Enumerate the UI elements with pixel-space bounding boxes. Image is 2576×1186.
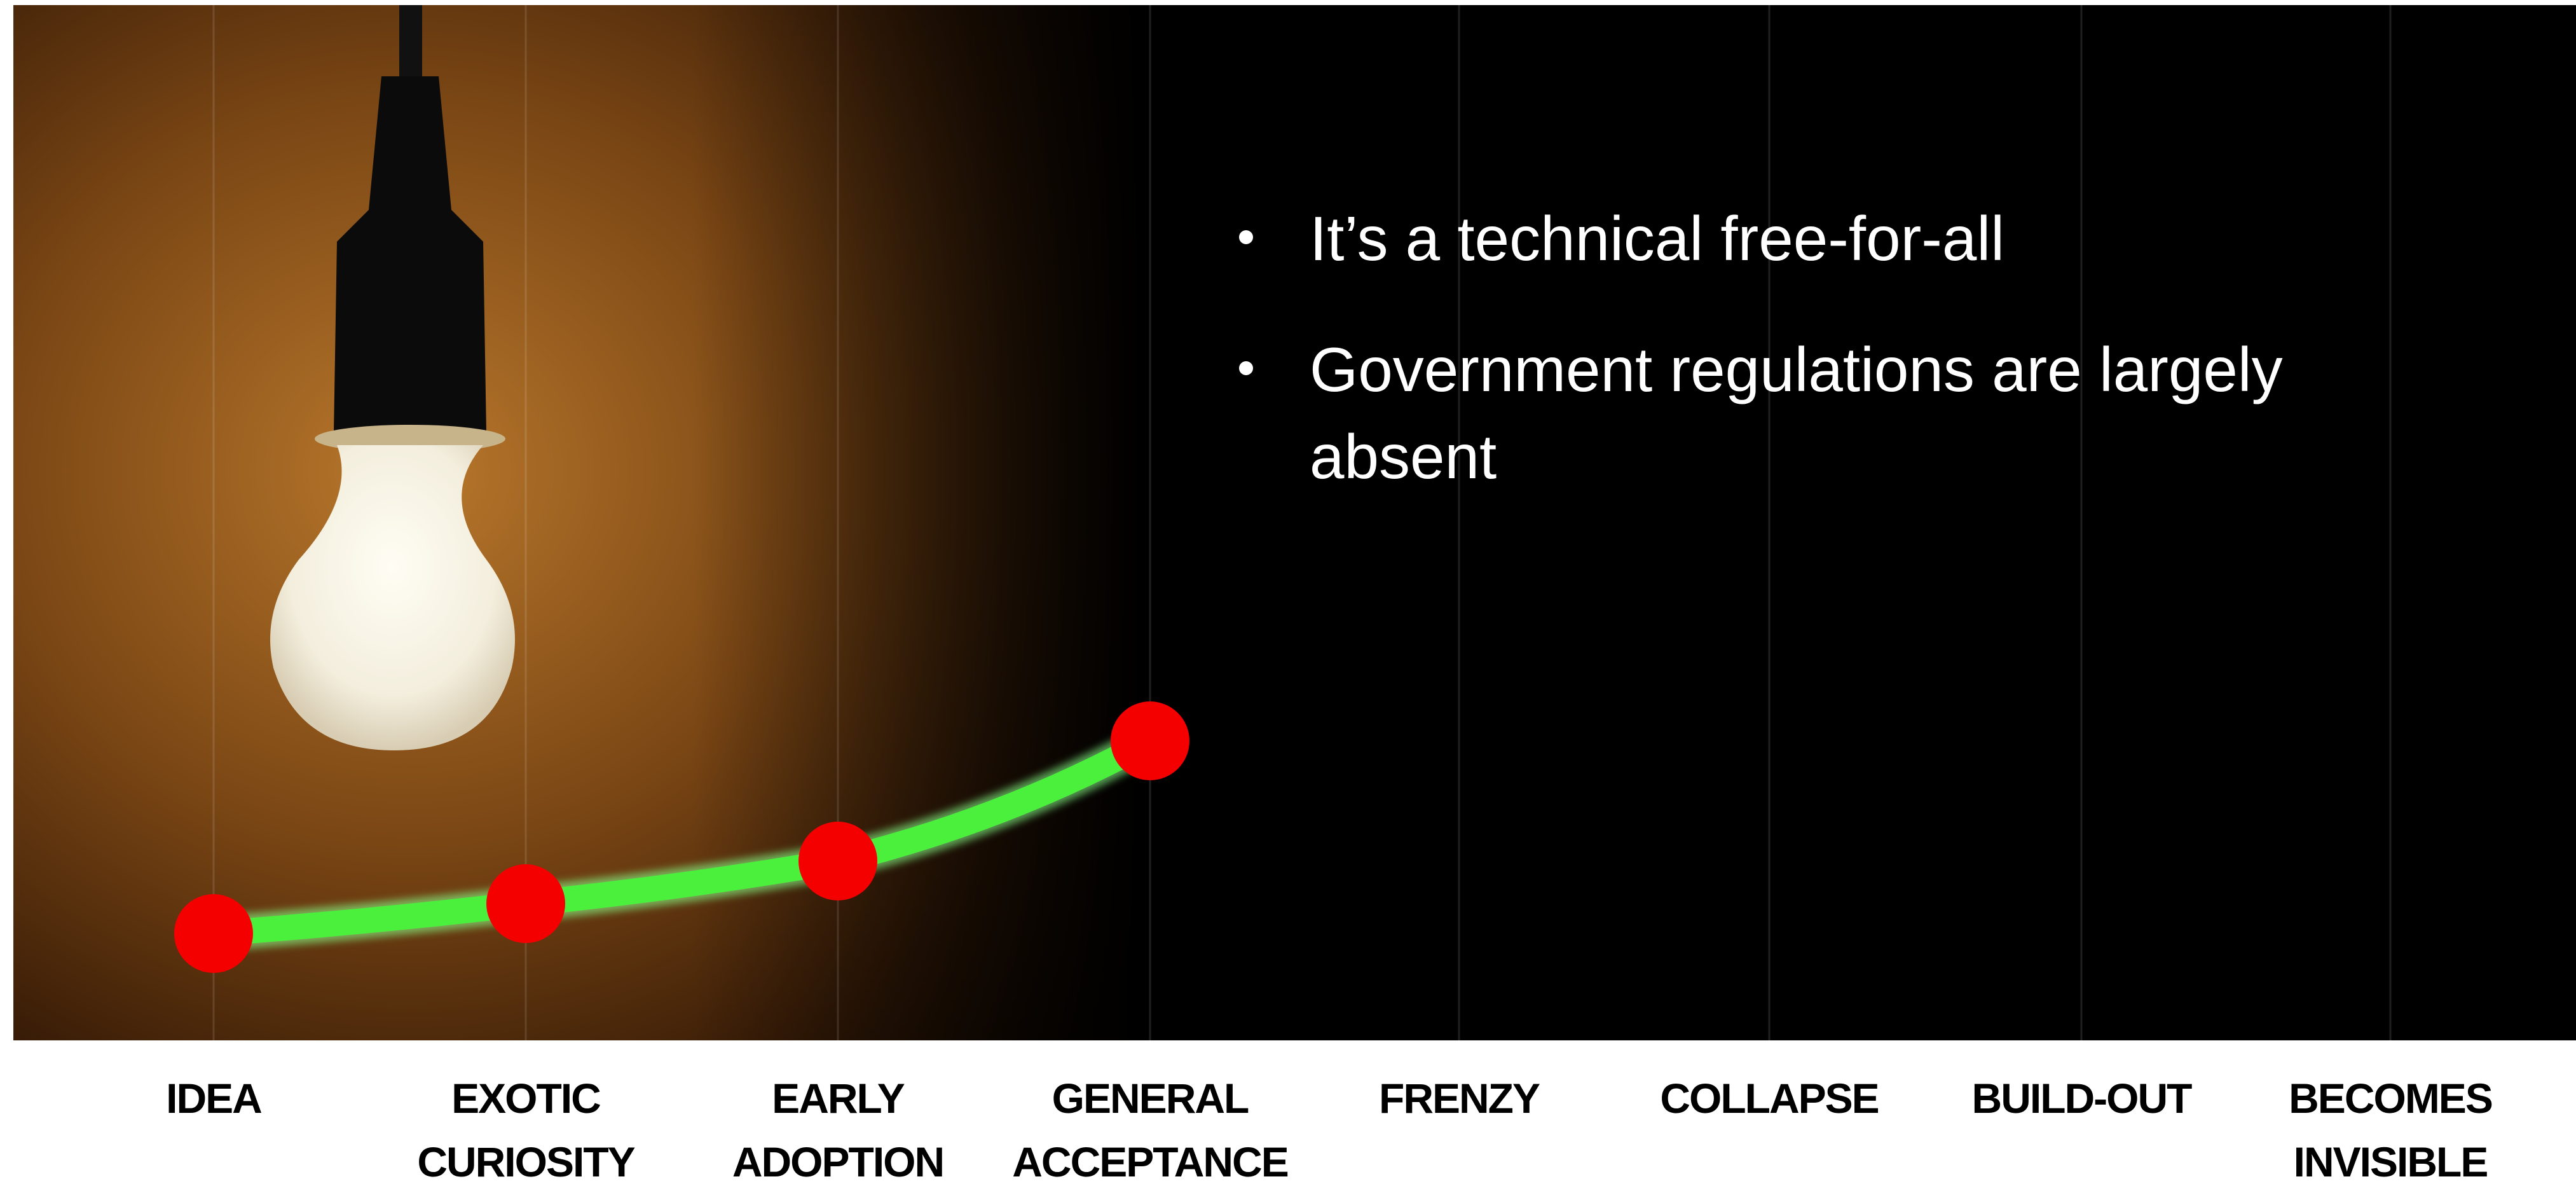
stage-label: GENERAL [1052, 1075, 1249, 1122]
stage-dot [1111, 701, 1189, 780]
stage-label: COLLAPSE [1660, 1075, 1878, 1122]
stage-label: EARLY [772, 1075, 905, 1122]
stage-dot [798, 822, 877, 900]
stage-label: EXOTIC [451, 1075, 600, 1122]
photo-fade [13, 5, 1145, 1040]
curve-line [201, 728, 1163, 946]
stage-dot [486, 864, 565, 943]
bullet-text: absent [1310, 422, 1497, 492]
stage-lines [212, 5, 2392, 1040]
bullet-dot [1239, 361, 1253, 375]
stage-label: INVISIBLE [2294, 1138, 2488, 1185]
stage-label: ACCEPTANCE [1012, 1138, 1287, 1185]
stage-label: ADOPTION [732, 1138, 943, 1185]
bullet-text: It’s a technical free-for-all [1310, 203, 2004, 273]
stage-labels: IDEA EXOTIC CURIOSITY EARLY ADOPTION GENERAL A… [166, 1075, 2493, 1185]
curve [174, 701, 1189, 973]
stage-label: FRENZY [1379, 1075, 1540, 1122]
bullet-dot [1239, 230, 1253, 244]
bullet-list: It’s a technical free-for-all Government … [1239, 203, 2283, 492]
stage-label: IDEA [166, 1075, 261, 1122]
lightbulb [270, 5, 515, 750]
stage-label: BECOMES [2289, 1075, 2492, 1122]
bullet-text: Government regulations are largely [1310, 334, 2283, 404]
stage-dot [174, 894, 253, 973]
stage-label: BUILD-OUT [1972, 1075, 2193, 1122]
stage-label: CURIOSITY [417, 1138, 634, 1185]
